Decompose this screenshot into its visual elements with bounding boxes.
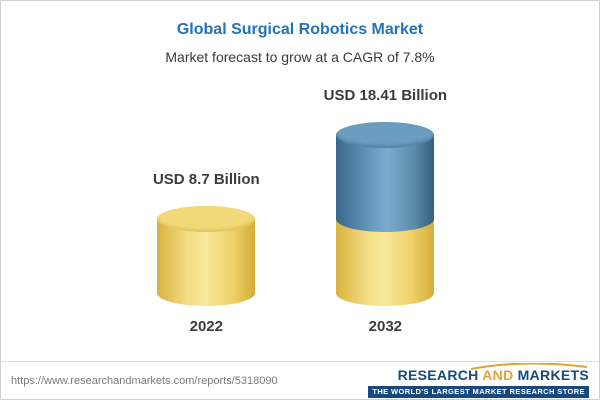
- chart-header: Global Surgical Robotics Market Market f…: [1, 1, 599, 65]
- cylinder-2022-body: [157, 219, 256, 306]
- cylinder-2022-top-ellipse: [157, 206, 256, 232]
- bar-value-label-2022: USD 8.7 Billion: [152, 171, 260, 188]
- bar-value-label-2032: USD 18.41 Billion: [323, 86, 448, 104]
- logo-word-research: RESEARCH: [397, 367, 483, 384]
- logo-text: RESEARCH AND MARKETS: [397, 367, 589, 384]
- cylinder-2032-growth-body: [336, 134, 435, 232]
- footer: https://www.researchandmarkets.com/repor…: [1, 361, 599, 399]
- cylinder-2032-base-segment: [336, 219, 435, 306]
- cylinder-2032: [336, 121, 435, 306]
- chart-area: USD 8.7 Billion 2022 USD 18.41 Billion: [1, 87, 599, 335]
- bar-group-2032: USD 18.41 Billion 2032: [324, 87, 447, 335]
- research-and-markets-logo: RESEARCH AND MARKETS THE WORLD'S LARGEST…: [368, 363, 589, 398]
- cylinder-2022: [157, 206, 256, 306]
- bar-group-2022: USD 8.7 Billion 2022: [153, 171, 260, 335]
- axis-label-2032: 2032: [368, 318, 403, 335]
- logo-swoosh-icon: [470, 363, 588, 371]
- logo-word-markets: MARKETS: [517, 367, 589, 384]
- report-url: https://www.researchandmarkets.com/repor…: [11, 374, 278, 387]
- chart-title: Global Surgical Robotics Market: [176, 21, 424, 38]
- logo-word-and: AND: [482, 367, 518, 384]
- logo-tagline: THE WORLD'S LARGEST MARKET RESEARCH STOR…: [368, 385, 589, 398]
- cylinder-2032-growth-segment: [336, 121, 435, 232]
- cylinder-2032-base-body: [336, 219, 435, 306]
- cylinder-2032-top-ellipse: [336, 121, 435, 148]
- chart-subtitle: Market forecast to grow at a CAGR of 7.8…: [165, 49, 435, 65]
- axis-label-2022: 2022: [189, 318, 223, 335]
- cylinder-2022-segment: [157, 206, 256, 306]
